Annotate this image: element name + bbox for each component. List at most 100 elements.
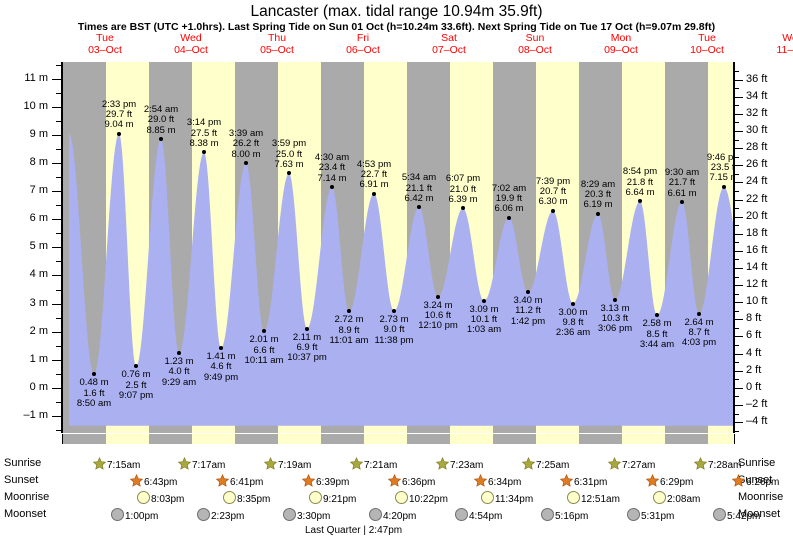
y-tick-major-left xyxy=(52,275,61,277)
y-axis-right-label: 26 ft xyxy=(746,158,768,171)
tide-height-ft: 21.0 ft xyxy=(449,183,477,195)
astro-row-label-moonrise-left: Moonrise xyxy=(4,491,50,503)
astro-sunrise-time: 7:23am xyxy=(450,459,484,471)
moonrise-disc-icon xyxy=(137,491,150,504)
tide-height-ft: 29.7 ft xyxy=(105,109,133,121)
astro-moonset-entry: 2:23pm xyxy=(197,508,244,524)
y-tick-major-right xyxy=(734,216,743,218)
moonrise-disc-icon xyxy=(309,491,322,504)
tide-height-ft: 21.8 ft xyxy=(626,176,654,188)
y-tick-major-right xyxy=(734,131,743,132)
astro-sunset-entry: 6:31pm xyxy=(560,474,607,490)
y-tick-minor-left xyxy=(56,401,61,403)
y-tick-minor-left xyxy=(56,233,61,235)
day-header-dow: Mon xyxy=(610,32,632,44)
tide-height-m: 6.64 m xyxy=(625,186,655,198)
tide-time: 1:03 am xyxy=(466,324,502,336)
tide-extreme-dot xyxy=(244,161,248,166)
y-axis-left-label: 9 m xyxy=(29,128,48,140)
tide-plot: 2:33 pm 29.7 ft 9.04 m 0.48 m 1.6 ft 8:50 am 2… xyxy=(62,62,735,433)
y-tick-minor-left xyxy=(56,92,61,94)
y-tick-minor-left xyxy=(56,289,61,291)
sunset-star-icon xyxy=(216,474,229,490)
y-tick-major-right xyxy=(734,302,743,304)
tide-time: 2:54 am xyxy=(143,104,179,116)
tide-extreme-label-low: 2.58 m 8.5 ft 3:44 am xyxy=(619,319,695,350)
tide-time: 11:38 pm xyxy=(374,334,414,346)
y-axis-right-label: 10 ft xyxy=(746,295,768,308)
sunrise-star-icon xyxy=(93,457,106,473)
star-icon xyxy=(732,474,745,487)
tide-extreme-dot xyxy=(461,206,465,211)
y-tick-minor-left xyxy=(56,149,61,151)
y-tick-minor-right xyxy=(734,413,739,415)
astro-sunset-time: 6:39pm xyxy=(316,476,350,488)
astro-moonset-entry: 5:31pm xyxy=(627,508,674,524)
y-axis-left-label: 1 m xyxy=(29,352,48,365)
moonset-icon xyxy=(197,508,210,524)
tide-extreme-dot xyxy=(436,294,440,299)
y-tick-minor-right xyxy=(734,259,739,261)
astro-row-label-sunrise-left: Sunrise xyxy=(4,457,42,469)
astro-sunset-time: 6:41pm xyxy=(230,476,264,488)
day-header-date: 09–Oct xyxy=(604,43,638,56)
astro-sunrise-entry: 7:25am xyxy=(522,457,569,473)
astro-row-label-moonrise-right: Moonrise xyxy=(738,491,784,503)
tide-height-ft: 25.0 ft xyxy=(275,148,303,160)
astro-moonrise-entry: 11:34pm xyxy=(481,491,533,507)
y-axis-left-label: 7 m xyxy=(29,184,48,197)
tide-time: 2:36 am xyxy=(555,326,591,338)
y-axis-right-label: 24 ft xyxy=(746,175,768,188)
tide-extreme-dot xyxy=(507,215,511,220)
tide-extreme-dot xyxy=(417,205,421,210)
astro-day-band xyxy=(450,434,493,444)
astro-sunrise-entry: 7:17am xyxy=(178,457,225,473)
astro-moonrise-time: 11:34pm xyxy=(495,493,534,505)
tide-height-ft: 20.7 ft xyxy=(539,186,567,198)
sunset-star-icon xyxy=(732,474,745,490)
astro-sunset-time: 6:36pm xyxy=(402,476,436,488)
tide-height-m: 6.61 m xyxy=(667,187,697,199)
y-tick-minor-right xyxy=(734,139,739,141)
astro-moonset-time: 5:31pm xyxy=(641,510,675,522)
tide-time: 6:07 pm xyxy=(445,173,481,185)
y-tick-major-left xyxy=(52,303,61,305)
astro-row-label-sunrise-right: Sunrise xyxy=(738,457,776,469)
tide-height-m: 0.48 m xyxy=(79,377,109,389)
y-tick-minor-right xyxy=(734,362,739,364)
y-tick-minor-left xyxy=(56,373,61,375)
y-tick-minor-right xyxy=(734,105,739,107)
tide-height-m: 2.73 m xyxy=(379,314,409,326)
y-tick-minor-right xyxy=(734,345,739,346)
y-tick-minor-right xyxy=(734,293,739,295)
moonset-icon xyxy=(541,508,554,524)
y-tick-major-right xyxy=(734,148,743,150)
star-icon xyxy=(474,474,487,487)
astro-moonset-entry: 4:20pm xyxy=(369,508,416,524)
day-header-dow: Thu xyxy=(267,32,287,44)
moonrise-icon xyxy=(567,491,580,507)
astro-night-band xyxy=(235,434,278,444)
astro-sunset-entry: 6:41pm xyxy=(216,474,263,490)
tide-extreme-dot xyxy=(392,309,396,314)
tide-extreme-label-low: 1.41 m 4.6 ft 9:49 pm xyxy=(183,351,259,383)
day-header-dow: Sat xyxy=(441,32,457,44)
astro-moonrise-time: 12:51am xyxy=(581,493,620,505)
y-tick-minor-left xyxy=(56,177,61,179)
tide-extreme-dot xyxy=(697,311,701,316)
day-header-date: 11–Oct xyxy=(776,43,793,56)
tide-height-ft: 6.6 ft xyxy=(253,344,275,356)
tide-height-ft: 23.4 ft xyxy=(318,162,346,174)
astro-moonrise-time: 10:22pm xyxy=(409,493,448,505)
astro-sunset-entry: 6:29pm xyxy=(646,474,693,490)
moonset-icon xyxy=(283,508,296,524)
y-axis-left-label: 10 m xyxy=(23,99,48,112)
day-header-4: Sat 07–Oct xyxy=(409,32,489,56)
day-header-dow: Tue xyxy=(96,32,114,44)
y-tick-major-right xyxy=(734,353,743,355)
y-tick-minor-right xyxy=(734,310,739,312)
moonset-icon xyxy=(713,508,726,524)
y-axis-right-label: 2 ft xyxy=(746,363,762,376)
y-axis-left-label: 4 m xyxy=(29,268,48,281)
tide-extreme-dot xyxy=(722,184,726,189)
